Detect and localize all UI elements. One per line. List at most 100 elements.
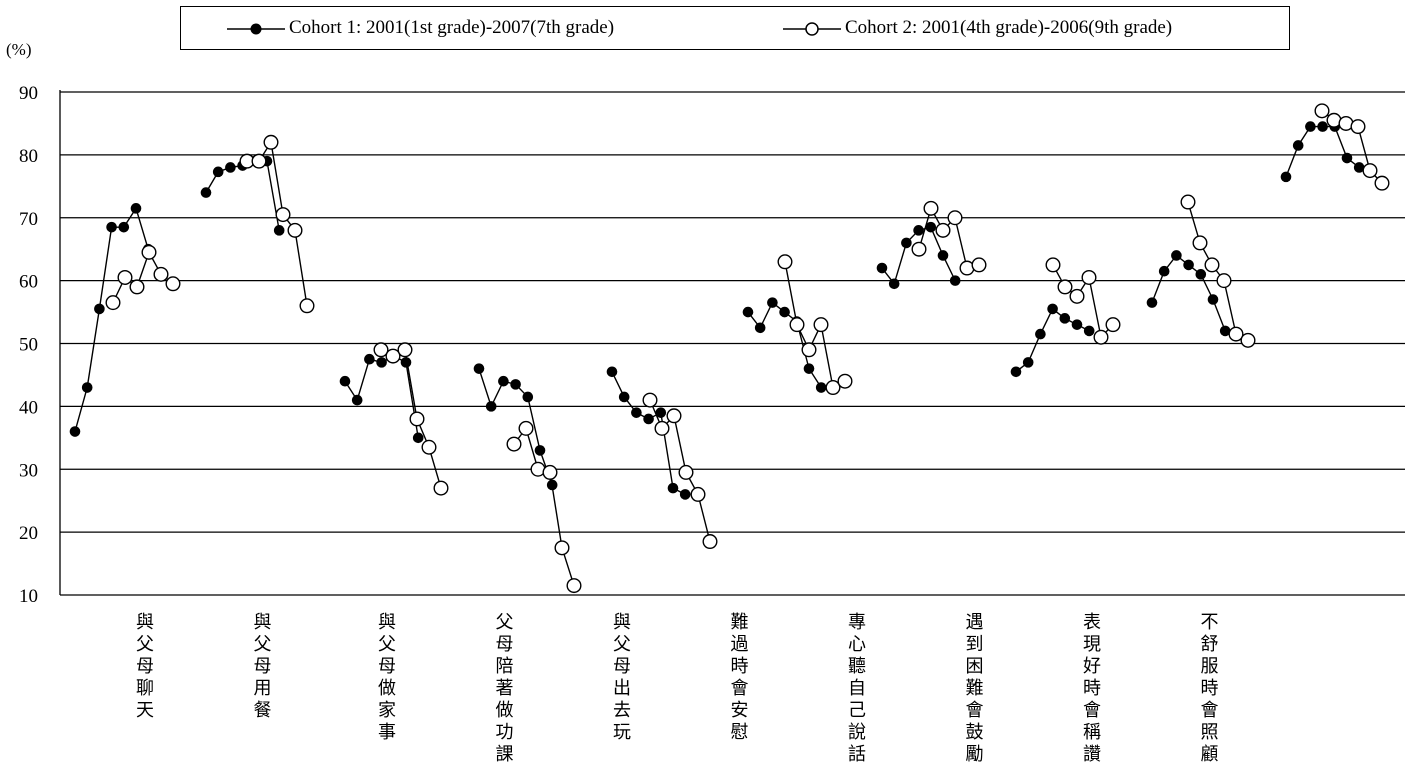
category-label-char: 自 — [848, 678, 866, 699]
category-label-char: 父 — [496, 612, 514, 633]
cohort-1-point — [1195, 269, 1207, 280]
cohort-2-point — [801, 342, 817, 358]
cohort-1-point — [925, 221, 937, 233]
cohort-1-point — [1010, 366, 1022, 378]
cohort-1-point — [1083, 325, 1095, 337]
legend-label-cohort-2: Cohort 2: 2001(4th grade)-2006(9th grade… — [845, 17, 1173, 38]
cohort-2-point — [1081, 269, 1097, 285]
cohort-1-point — [888, 278, 900, 290]
axes: 10 20 30 40 50 60 70 80 90 — [19, 83, 1405, 607]
cohort-1-point — [94, 303, 105, 315]
category-label-char: 好 — [1083, 656, 1101, 677]
cohort-1-point — [655, 407, 667, 418]
category-label-char: 讚 — [1083, 744, 1101, 765]
category-label-char: 著 — [496, 678, 514, 699]
y-tick-label: 70 — [19, 209, 38, 230]
cohort-2-point — [947, 210, 963, 226]
cohort-2-point — [1057, 279, 1073, 295]
cohort-1-point — [1292, 140, 1304, 151]
category-label-char: 課 — [496, 744, 514, 765]
category-label-char: 做 — [496, 700, 514, 721]
cohort-2-point — [1105, 317, 1121, 333]
cohort-1-point — [643, 413, 654, 425]
cohort-2-point — [678, 464, 694, 480]
cohort-1-point — [1171, 250, 1182, 261]
cohort-1-point — [273, 225, 285, 236]
cohort-1-point — [473, 363, 485, 374]
cohort-1-point — [69, 426, 81, 437]
category-label-char: 去 — [613, 700, 631, 721]
cohort-1-point — [901, 237, 912, 249]
category-label-char: 父 — [613, 634, 631, 655]
category-label-char: 事 — [378, 722, 396, 743]
cohort-1-point — [212, 166, 224, 178]
cohort-2-point — [153, 266, 169, 282]
cohort-2-point — [117, 269, 133, 285]
y-tick-label: 10 — [19, 586, 38, 607]
category-label-char: 出 — [613, 678, 631, 699]
category-label-char: 難 — [966, 678, 984, 699]
category-label-char: 父 — [136, 634, 154, 655]
y-tick-label: 30 — [19, 460, 38, 481]
cohort-1-point — [1183, 259, 1194, 271]
cohort-2-point — [690, 486, 706, 502]
cohort-2-point — [837, 373, 853, 389]
cohort-1-point — [606, 366, 618, 378]
cohort-2-point — [1045, 257, 1061, 273]
cohort-1-point — [937, 250, 949, 261]
cohort-1-point — [225, 162, 236, 173]
cohort-1-point — [949, 275, 961, 286]
cohort-2-point — [666, 408, 682, 424]
legend-label-cohort-1: Cohort 1: 2001(1st grade)-2007(7th grade… — [289, 17, 615, 38]
category-label-char: 做 — [378, 678, 396, 699]
cohort-1-point — [667, 482, 679, 494]
category-label-char: 玩 — [613, 722, 631, 743]
cohort-1-point — [498, 375, 509, 387]
cohort-2-point — [299, 298, 315, 314]
cohort-2-point — [566, 578, 582, 594]
category-label-char: 母 — [496, 634, 514, 655]
category-label-char: 現 — [1083, 634, 1101, 655]
category-label-char: 父 — [378, 634, 396, 655]
cohort-2-point — [141, 244, 157, 260]
cohort-2-point — [506, 436, 522, 452]
category-label-char: 難 — [731, 612, 749, 633]
cohort-1-point — [1341, 152, 1353, 164]
cohort-2-point — [542, 464, 558, 480]
cohort-2-point — [518, 420, 534, 436]
cohort-2-point — [1228, 326, 1244, 342]
cohort-1-point — [339, 375, 351, 387]
cohort-1-point — [400, 357, 412, 368]
series-1-line-cat-1 — [74, 206, 149, 432]
open-circle-marker-icon — [783, 21, 841, 36]
cohort-2-point — [397, 342, 413, 358]
category-label-char: 陪 — [496, 656, 514, 677]
category-label-char: 專 — [848, 612, 866, 633]
cohort-2-point — [1204, 257, 1220, 273]
cohort-2-point — [1069, 288, 1085, 304]
legend-item-cohort-1: Cohort 1: 2001(1st grade)-2007(7th grade… — [227, 17, 614, 39]
cohort-1-point — [742, 306, 754, 318]
y-tick-label: 40 — [19, 397, 38, 418]
cohort-1-point — [679, 489, 691, 500]
category-label-char: 時 — [1083, 678, 1101, 699]
cohort-2-point — [1350, 119, 1366, 135]
cohort-1-point — [754, 322, 766, 334]
category-label-char: 到 — [966, 634, 984, 655]
cohort-2-point — [923, 200, 939, 216]
cohort-2-point — [554, 540, 570, 556]
cohort-1-point — [1207, 294, 1219, 305]
category-label-char: 稱 — [1083, 722, 1101, 743]
category-label-char: 會 — [966, 700, 984, 721]
category-label-char: 母 — [136, 656, 154, 677]
cohort-1-point — [1317, 121, 1328, 132]
category-label-char: 服 — [1201, 656, 1219, 677]
cohort-1-point — [510, 379, 521, 390]
category-label-char: 餐 — [254, 700, 272, 721]
category-label-char: 時 — [1201, 678, 1219, 699]
cohort-1-point — [815, 382, 827, 393]
category-label-char: 話 — [848, 744, 866, 765]
category-label-char: 父 — [254, 634, 272, 655]
cohort-1-point — [631, 407, 642, 418]
cohort-2-point — [1362, 163, 1378, 179]
